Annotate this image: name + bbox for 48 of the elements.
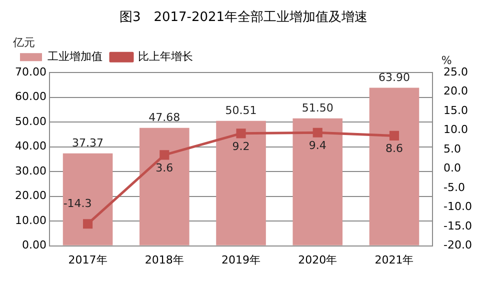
data-label: 50.51 bbox=[225, 104, 257, 118]
point bbox=[312, 128, 322, 138]
y-tick-label: 10.00 bbox=[14, 214, 46, 227]
y2-tick-label: 15.0 bbox=[444, 104, 468, 117]
point bbox=[160, 150, 170, 160]
y-tick-label: 30.00 bbox=[14, 164, 46, 178]
y2-tick-label: 5.0 bbox=[444, 142, 462, 156]
y-axis-title: 亿元 bbox=[12, 36, 35, 49]
bar bbox=[292, 118, 343, 246]
y2-tick-label: 25.0 bbox=[444, 65, 468, 78]
data-label: 3.6 bbox=[156, 161, 174, 174]
point bbox=[83, 219, 93, 229]
x-tick-label: 2020年 bbox=[298, 253, 338, 266]
bar bbox=[140, 128, 190, 246]
data-label: 8.6 bbox=[385, 142, 403, 156]
x-tick-label: 2018年 bbox=[144, 253, 184, 266]
y2-tick-label: 0.0 bbox=[444, 162, 462, 175]
y-tick-label: 50.00 bbox=[14, 114, 46, 128]
y2-tick-label: 20.0 bbox=[444, 84, 468, 98]
bar bbox=[369, 88, 420, 246]
legend-label: 工业增加值 bbox=[48, 50, 102, 63]
data-label: 9.2 bbox=[232, 140, 250, 153]
bar bbox=[62, 153, 113, 246]
y-tick-label: 0.00 bbox=[22, 238, 46, 252]
data-label: 63.90 bbox=[378, 71, 410, 84]
y-tick-label: 70.00 bbox=[14, 65, 46, 78]
chart-title: 图3 2017-2021年全部工业增加值及增速 bbox=[119, 10, 368, 26]
y2-tick-label: 10.0 bbox=[444, 123, 468, 136]
data-label: -14.3 bbox=[63, 197, 92, 210]
data-label: 9.4 bbox=[308, 139, 326, 152]
y-tick-label: 20.00 bbox=[14, 189, 46, 202]
y2-tick-label: -10.0 bbox=[444, 200, 472, 214]
y-tick-label: 40.00 bbox=[14, 140, 46, 153]
y-tick-label: 60.00 bbox=[14, 90, 46, 104]
x-tick-label: 2019年 bbox=[222, 253, 261, 266]
bar bbox=[216, 120, 266, 246]
x-tick-label: 2021年 bbox=[374, 253, 414, 266]
y2-axis-title: % bbox=[441, 54, 452, 67]
data-label: 47.68 bbox=[148, 111, 180, 124]
y2-tick-label: -20.0 bbox=[444, 238, 472, 252]
data-label: 51.50 bbox=[302, 102, 334, 115]
point bbox=[236, 128, 246, 138]
point bbox=[389, 130, 400, 141]
legend-label: 比上年增长 bbox=[138, 50, 193, 63]
x-tick-label: 2017年 bbox=[68, 253, 108, 266]
y2-tick-label: -15.0 bbox=[444, 219, 472, 232]
y2-tick-label: -5.0 bbox=[444, 180, 466, 194]
data-label: 37.37 bbox=[72, 136, 104, 150]
